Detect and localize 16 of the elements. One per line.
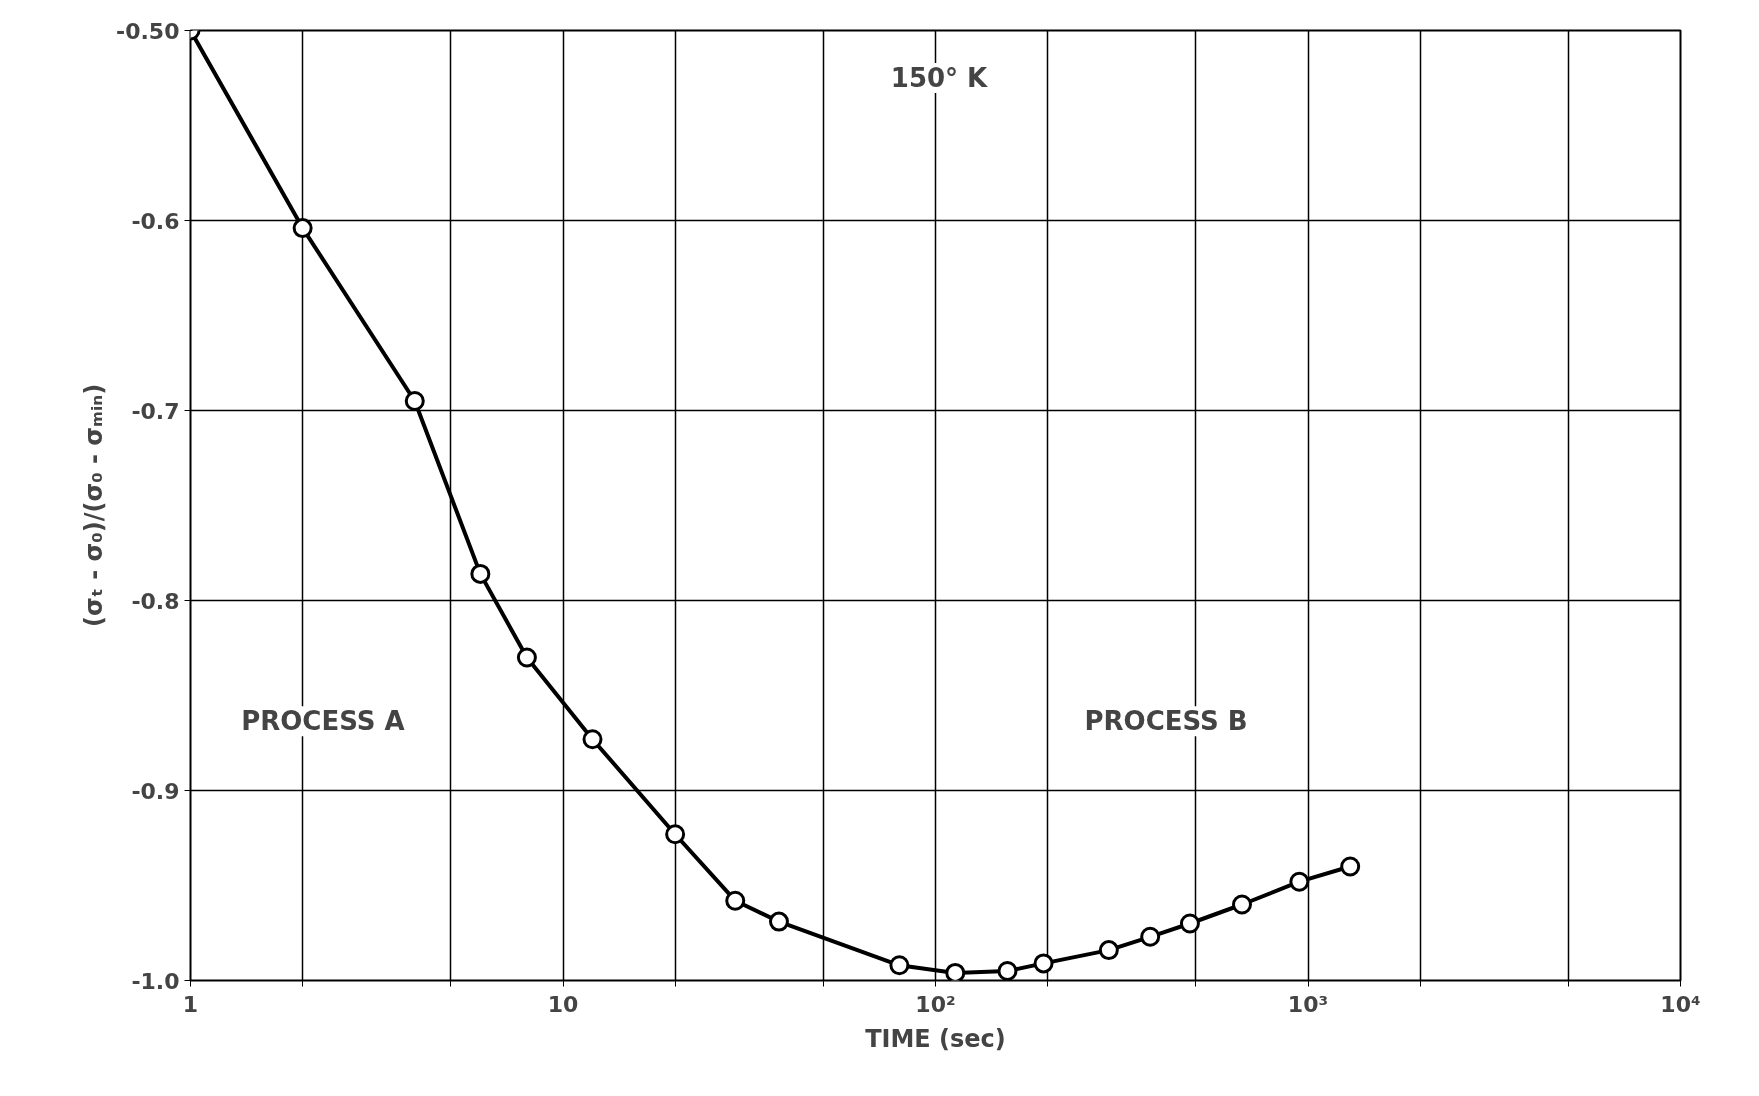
x-axis-title: TIME (sec) bbox=[865, 1024, 1006, 1053]
y-tick-label: -0.8 bbox=[131, 588, 180, 614]
annotation: PROCESS A bbox=[241, 706, 405, 737]
x-tick-label: 10⁴ bbox=[1660, 991, 1701, 1017]
x-tick-label: 10³ bbox=[1287, 991, 1329, 1017]
y-axis-title: (σₜ - σ₀)/(σ₀ - σₘᵢₙ) bbox=[80, 383, 109, 628]
annotation: PROCESS B bbox=[1084, 706, 1248, 737]
y-tick-label: -0.6 bbox=[131, 208, 180, 234]
x-tick-label: 1 bbox=[182, 991, 199, 1017]
y-tick-label: -0.9 bbox=[131, 778, 180, 804]
annotation: 150° K bbox=[890, 63, 989, 93]
y-tick-label: -1.0 bbox=[131, 968, 180, 994]
y-tick-label: -0.50 bbox=[116, 18, 180, 44]
x-tick-label: 10 bbox=[547, 991, 579, 1017]
x-tick-label: 10² bbox=[915, 991, 956, 1017]
y-tick-label: -0.7 bbox=[131, 398, 180, 424]
